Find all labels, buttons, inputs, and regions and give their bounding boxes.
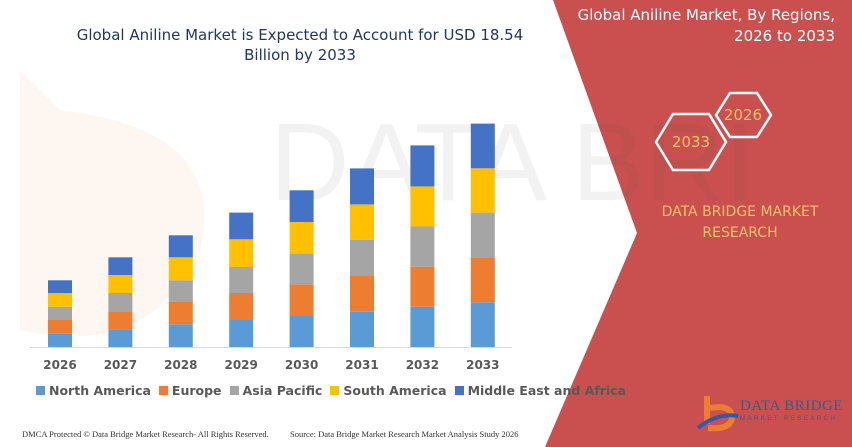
- bar-2029-middle-east-and-africa: [229, 212, 254, 240]
- bar-2031-europe: [350, 275, 374, 312]
- bar-2033-asia-pacific: [470, 212, 495, 258]
- bar-2028-north-america: [168, 324, 193, 347]
- legend-item: Europe: [158, 383, 222, 398]
- footer-copyright: DMCA Protected © Data Bridge Market Rese…: [22, 429, 269, 439]
- side-title-line1: Global Aniline Market, By Regions,: [577, 6, 835, 24]
- logo-text: DATA BRIDGE: [740, 398, 844, 414]
- legend-label: Asia Pacific: [242, 383, 323, 398]
- legend-swatch: [36, 386, 45, 395]
- brand-line2: RESEARCH: [702, 225, 778, 241]
- legend: North America Europe Asia Pacific South Ame…: [36, 383, 626, 398]
- logo-mark: [696, 396, 739, 432]
- x-tick-labels: 2026 2027 2028 2029 2030 2031 2032 2033: [43, 358, 499, 372]
- bar-2028-south-america: [168, 257, 193, 281]
- side-title-line2: 2026 to 2033: [734, 27, 835, 45]
- brand-line1: DATA BRIDGE MARKET: [661, 204, 819, 220]
- x-tick-label: 2030: [285, 358, 318, 372]
- chart-title-line1: Global Aniline Market is Expected to Acc…: [76, 26, 524, 44]
- bar-2033-europe: [470, 257, 495, 303]
- x-tick-label: 2027: [104, 358, 137, 372]
- legend-swatch: [158, 386, 168, 395]
- bar-2032-europe: [410, 266, 435, 307]
- legend-label: Europe: [171, 383, 222, 398]
- bar-2026-europe: [48, 320, 72, 334]
- x-tick-label: 2026: [43, 358, 76, 372]
- bar-2027-north-america: [108, 329, 133, 347]
- bar-2029-north-america: [229, 320, 254, 347]
- bar-2030-middle-east-and-africa: [289, 190, 314, 222]
- bar-2027-asia-pacific: [108, 293, 133, 312]
- bar-2027-europe: [108, 311, 133, 330]
- hex-label-2026: 2026: [723, 106, 763, 124]
- legend-label: Middle East and Africa: [467, 383, 627, 398]
- bar-2030-north-america: [289, 316, 314, 347]
- bar-2026-middle-east-and-africa: [48, 280, 72, 293]
- brand-text: DATA BRIDGE MARKET RESEARCH: [640, 202, 840, 244]
- bar-2033-north-america: [470, 302, 495, 347]
- bar-2026-north-america: [48, 333, 72, 347]
- footer-source: Source: Data Bridge Market Research Mark…: [290, 429, 519, 439]
- bar-2026-asia-pacific: [48, 306, 72, 320]
- bar-2030-europe: [289, 284, 314, 316]
- bar-2031-middle-east-and-africa: [350, 168, 374, 205]
- bar-2029-south-america: [229, 239, 254, 267]
- bar-2027-south-america: [108, 275, 133, 293]
- red-side-panel: [545, 0, 852, 447]
- hexagon-2033: [654, 112, 728, 172]
- bar-2030-south-america: [289, 222, 314, 254]
- legend-swatch: [330, 386, 340, 395]
- bar-2026-south-america: [48, 293, 72, 307]
- logo-subtext: MARKET RESEARCH: [740, 416, 838, 422]
- bar-2029-europe: [229, 293, 254, 320]
- legend-item: Middle East and Africa: [454, 383, 627, 398]
- hexagon-2026: [714, 91, 773, 139]
- chart-title: Global Aniline Market is Expected to Acc…: [40, 25, 560, 65]
- bar-2033-south-america: [470, 168, 495, 213]
- bar-2029-asia-pacific: [229, 267, 254, 293]
- bar-2030-asia-pacific: [289, 253, 314, 285]
- bar-2027-middle-east-and-africa: [108, 257, 133, 275]
- legend-item: Asia Pacific: [229, 383, 323, 398]
- bar-2031-south-america: [350, 204, 374, 240]
- bar-2032-north-america: [410, 306, 435, 347]
- bar-2032-middle-east-and-africa: [410, 145, 435, 187]
- legend-item: North America: [36, 383, 151, 398]
- x-tick-label: 2029: [224, 358, 257, 372]
- legend-swatch: [229, 386, 239, 395]
- legend-label: South America: [343, 383, 447, 398]
- bar-2032-asia-pacific: [410, 226, 435, 267]
- bar-2033-middle-east-and-africa: [470, 123, 495, 169]
- x-tick-label: 2028: [164, 358, 197, 372]
- bar-2031-north-america: [350, 311, 374, 347]
- legend-item: South America: [330, 383, 447, 398]
- x-tick-label: 2032: [406, 358, 439, 372]
- legend-swatch: [454, 386, 464, 395]
- chart-title-line2: Billion by 2033: [244, 46, 356, 64]
- legend-label: North America: [49, 383, 151, 398]
- bar-2028-middle-east-and-africa: [168, 235, 193, 258]
- bars-group: [48, 123, 495, 347]
- bar-2031-asia-pacific: [350, 239, 374, 276]
- bar-2032-south-america: [410, 186, 435, 227]
- hex-label-2033: 2033: [671, 133, 711, 151]
- x-tick-label: 2033: [466, 358, 499, 372]
- bar-2028-europe: [168, 302, 193, 325]
- x-tick-label: 2031: [345, 358, 378, 372]
- side-title: Global Aniline Market, By Regions, 2026 …: [578, 5, 835, 47]
- bar-2028-asia-pacific: [168, 280, 193, 302]
